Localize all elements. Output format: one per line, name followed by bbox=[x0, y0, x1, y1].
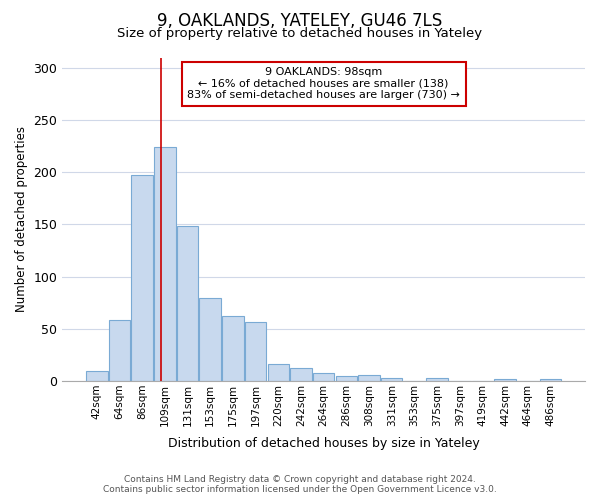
Bar bbox=[268, 364, 289, 381]
Bar bbox=[290, 368, 312, 381]
Bar bbox=[313, 372, 334, 381]
Bar bbox=[358, 374, 380, 381]
Bar bbox=[335, 376, 357, 381]
Text: Contains HM Land Registry data © Crown copyright and database right 2024.
Contai: Contains HM Land Registry data © Crown c… bbox=[103, 474, 497, 494]
Bar bbox=[154, 147, 176, 381]
Bar bbox=[86, 370, 107, 381]
Bar bbox=[381, 378, 403, 381]
Text: Size of property relative to detached houses in Yateley: Size of property relative to detached ho… bbox=[118, 28, 482, 40]
Bar bbox=[131, 176, 153, 381]
Bar bbox=[222, 316, 244, 381]
Bar bbox=[199, 298, 221, 381]
Bar bbox=[109, 320, 130, 381]
Bar bbox=[494, 379, 516, 381]
Text: 9 OAKLANDS: 98sqm
← 16% of detached houses are smaller (138)
83% of semi-detache: 9 OAKLANDS: 98sqm ← 16% of detached hous… bbox=[187, 67, 460, 100]
Bar bbox=[245, 322, 266, 381]
Bar bbox=[426, 378, 448, 381]
X-axis label: Distribution of detached houses by size in Yateley: Distribution of detached houses by size … bbox=[168, 437, 479, 450]
Bar bbox=[539, 379, 561, 381]
Y-axis label: Number of detached properties: Number of detached properties bbox=[15, 126, 28, 312]
Bar bbox=[177, 226, 199, 381]
Text: 9, OAKLANDS, YATELEY, GU46 7LS: 9, OAKLANDS, YATELEY, GU46 7LS bbox=[157, 12, 443, 30]
